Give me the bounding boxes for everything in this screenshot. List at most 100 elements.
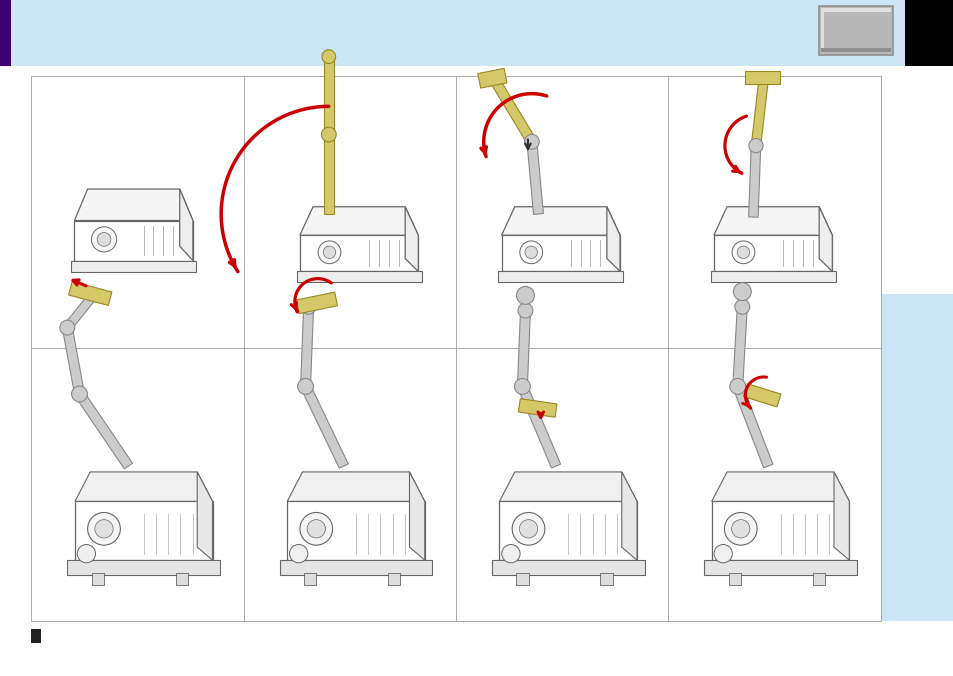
- Polygon shape: [713, 207, 831, 235]
- Polygon shape: [301, 384, 348, 468]
- Circle shape: [729, 379, 745, 394]
- Bar: [821, 8, 890, 12]
- Polygon shape: [833, 472, 848, 560]
- Polygon shape: [517, 310, 530, 387]
- Polygon shape: [68, 560, 220, 575]
- Circle shape: [97, 233, 111, 246]
- Polygon shape: [819, 207, 831, 272]
- Circle shape: [94, 520, 113, 538]
- Polygon shape: [197, 472, 213, 560]
- Circle shape: [524, 246, 537, 258]
- Circle shape: [512, 512, 544, 545]
- Circle shape: [317, 241, 340, 264]
- Polygon shape: [279, 560, 432, 575]
- Circle shape: [323, 246, 335, 258]
- Polygon shape: [64, 291, 98, 331]
- Bar: [728, 573, 740, 585]
- Polygon shape: [492, 560, 644, 575]
- Circle shape: [307, 520, 325, 538]
- Circle shape: [524, 135, 538, 149]
- Polygon shape: [606, 207, 619, 272]
- Polygon shape: [517, 399, 557, 417]
- Polygon shape: [300, 307, 314, 387]
- FancyBboxPatch shape: [818, 6, 892, 55]
- Circle shape: [60, 320, 74, 335]
- Polygon shape: [501, 235, 619, 272]
- Bar: [599, 573, 612, 585]
- Bar: [388, 573, 400, 585]
- Polygon shape: [499, 472, 637, 502]
- Circle shape: [88, 512, 120, 545]
- Polygon shape: [621, 472, 637, 560]
- Polygon shape: [499, 502, 637, 560]
- Polygon shape: [710, 272, 835, 282]
- Circle shape: [289, 544, 308, 563]
- Polygon shape: [748, 145, 760, 217]
- Circle shape: [713, 544, 732, 563]
- Polygon shape: [409, 472, 424, 560]
- Circle shape: [737, 246, 749, 258]
- Circle shape: [733, 283, 750, 301]
- Circle shape: [321, 127, 335, 142]
- Circle shape: [516, 287, 534, 304]
- Polygon shape: [703, 560, 856, 575]
- Bar: [879, 294, 953, 621]
- Circle shape: [518, 520, 537, 538]
- Polygon shape: [287, 472, 424, 502]
- Polygon shape: [490, 78, 536, 145]
- Circle shape: [299, 512, 333, 545]
- Circle shape: [514, 379, 530, 394]
- Polygon shape: [477, 68, 506, 88]
- Circle shape: [91, 227, 116, 252]
- Bar: [516, 573, 528, 585]
- Circle shape: [731, 241, 754, 264]
- Bar: [175, 573, 188, 585]
- Polygon shape: [75, 502, 213, 560]
- Bar: [31, 76, 880, 621]
- Polygon shape: [751, 77, 768, 146]
- Polygon shape: [299, 207, 417, 235]
- Polygon shape: [497, 272, 622, 282]
- Bar: [91, 573, 104, 585]
- Polygon shape: [323, 57, 334, 135]
- Bar: [812, 573, 824, 585]
- Bar: [0, 0, 953, 66]
- Circle shape: [301, 299, 315, 314]
- Circle shape: [734, 299, 749, 314]
- Bar: [821, 8, 823, 51]
- Circle shape: [517, 303, 533, 318]
- Polygon shape: [69, 281, 112, 306]
- Circle shape: [723, 512, 757, 545]
- Polygon shape: [405, 207, 417, 272]
- Polygon shape: [742, 384, 781, 407]
- Polygon shape: [74, 220, 193, 260]
- Polygon shape: [179, 189, 193, 260]
- Bar: [31, 629, 41, 643]
- Polygon shape: [501, 207, 619, 235]
- Polygon shape: [744, 71, 779, 84]
- Polygon shape: [732, 306, 746, 387]
- Circle shape: [501, 544, 519, 563]
- Circle shape: [731, 520, 749, 538]
- Circle shape: [77, 544, 95, 563]
- Polygon shape: [526, 141, 543, 214]
- Circle shape: [297, 379, 314, 394]
- Bar: [904, 0, 953, 66]
- Polygon shape: [711, 472, 848, 502]
- Polygon shape: [711, 502, 848, 560]
- Polygon shape: [713, 235, 831, 272]
- Circle shape: [748, 139, 762, 153]
- Bar: [0, 0, 11, 66]
- Polygon shape: [323, 135, 334, 214]
- Polygon shape: [62, 327, 84, 395]
- Bar: [821, 48, 890, 52]
- Polygon shape: [74, 189, 193, 220]
- Bar: [304, 573, 316, 585]
- Circle shape: [322, 50, 335, 64]
- Polygon shape: [299, 235, 417, 272]
- Polygon shape: [296, 292, 337, 314]
- Polygon shape: [732, 385, 772, 468]
- Polygon shape: [71, 260, 196, 272]
- Circle shape: [71, 386, 88, 402]
- Polygon shape: [517, 385, 560, 468]
